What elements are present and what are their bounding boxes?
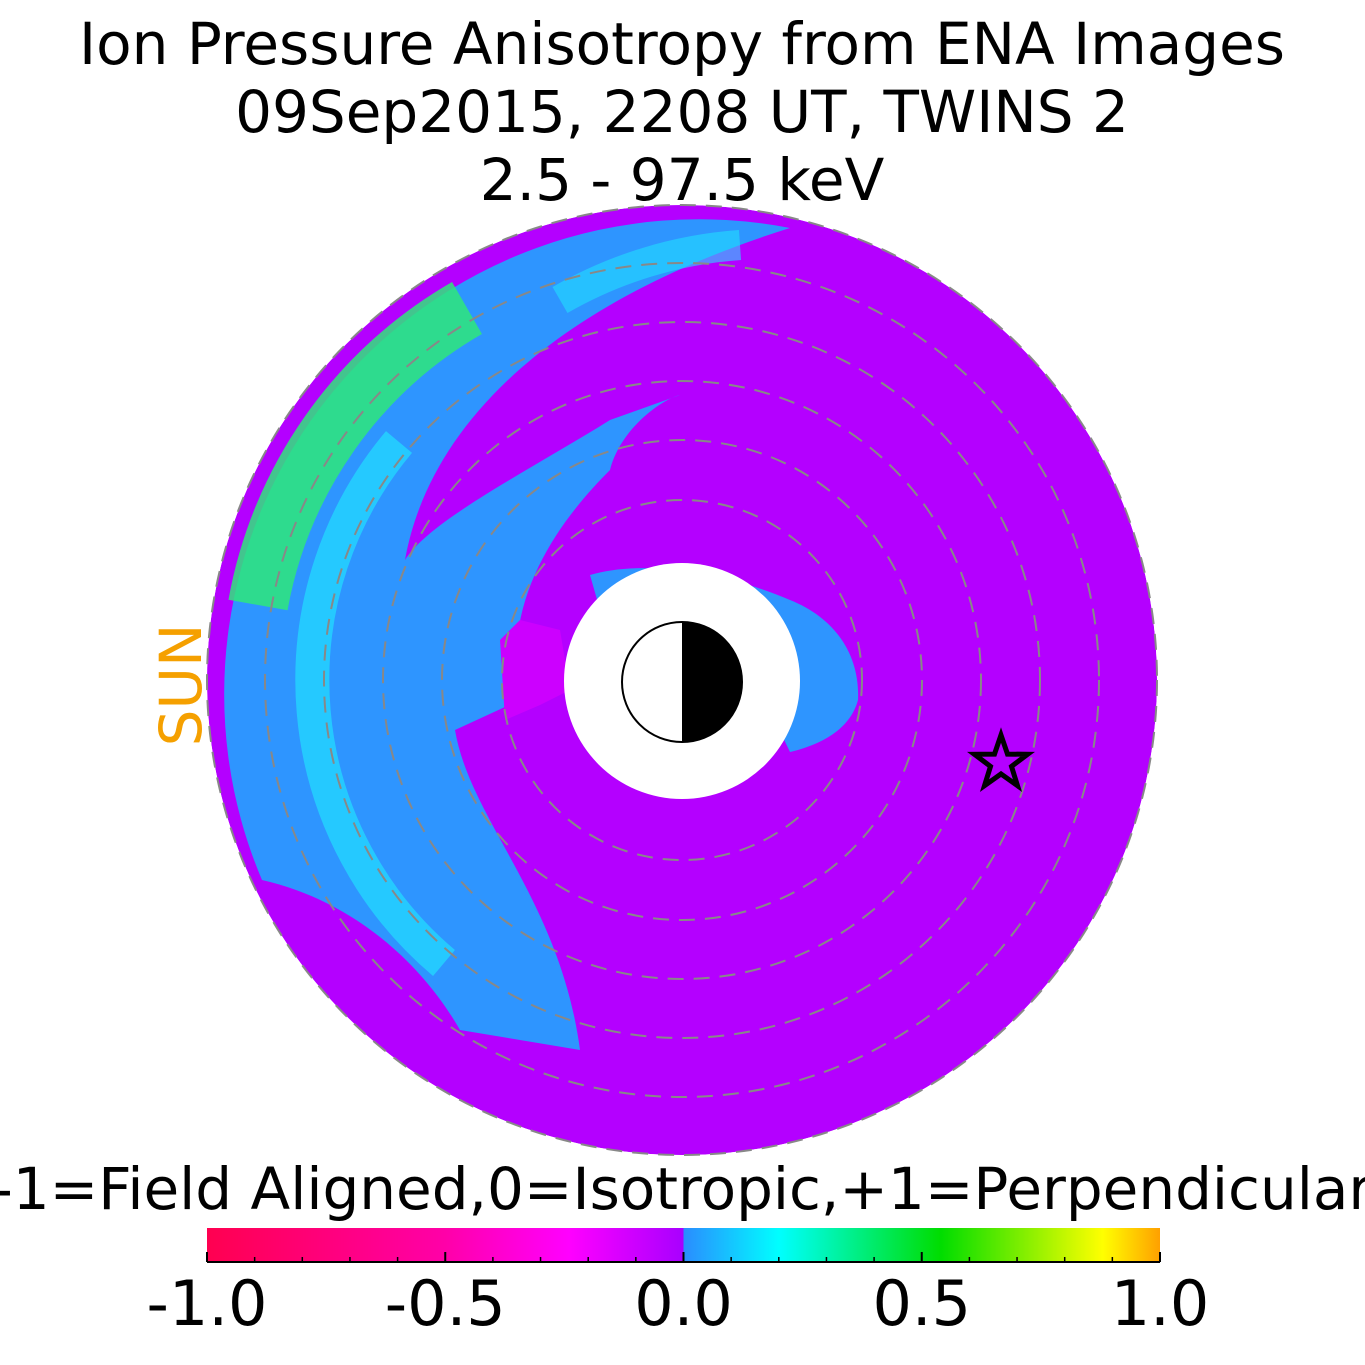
x-tick-label: 1.0 [1111,1267,1210,1340]
map-region [552,230,742,314]
dashed-ring [323,321,1041,1039]
x-tick-label: 0.0 [634,1267,733,1340]
colorbar-label: -1=Field Aligned,0=Isotropic,+1=Perpendi… [0,1155,1365,1223]
x-tick-label: 0.5 [872,1267,971,1340]
title-line: 09Sep2015, 2208 UT, TWINS 2 [235,78,1129,146]
map-region [228,281,483,611]
dashed-ring [264,262,1100,1098]
dashed-rings [206,204,1158,1156]
title-line: Ion Pressure Anisotropy from ENA Images [79,10,1285,78]
dashed-ring [501,499,863,861]
dashed-ring [441,439,923,921]
sun-label: SUN [147,624,215,747]
map-region [610,510,690,560]
dashed-ring [206,204,1158,1156]
title-line: 2.5 - 97.5 keV [480,146,885,214]
dashed-ring [382,380,982,980]
x-tick-label: -1.0 [147,1267,268,1340]
map-region [295,431,455,976]
map-region [500,620,570,720]
x-tick-label: -0.5 [385,1267,506,1340]
earth-night-side [682,622,742,742]
star-marker [967,727,1035,793]
colorbar-ticks: -1.0 -0.5 0.0 0.5 1.0 [147,1252,1210,1340]
